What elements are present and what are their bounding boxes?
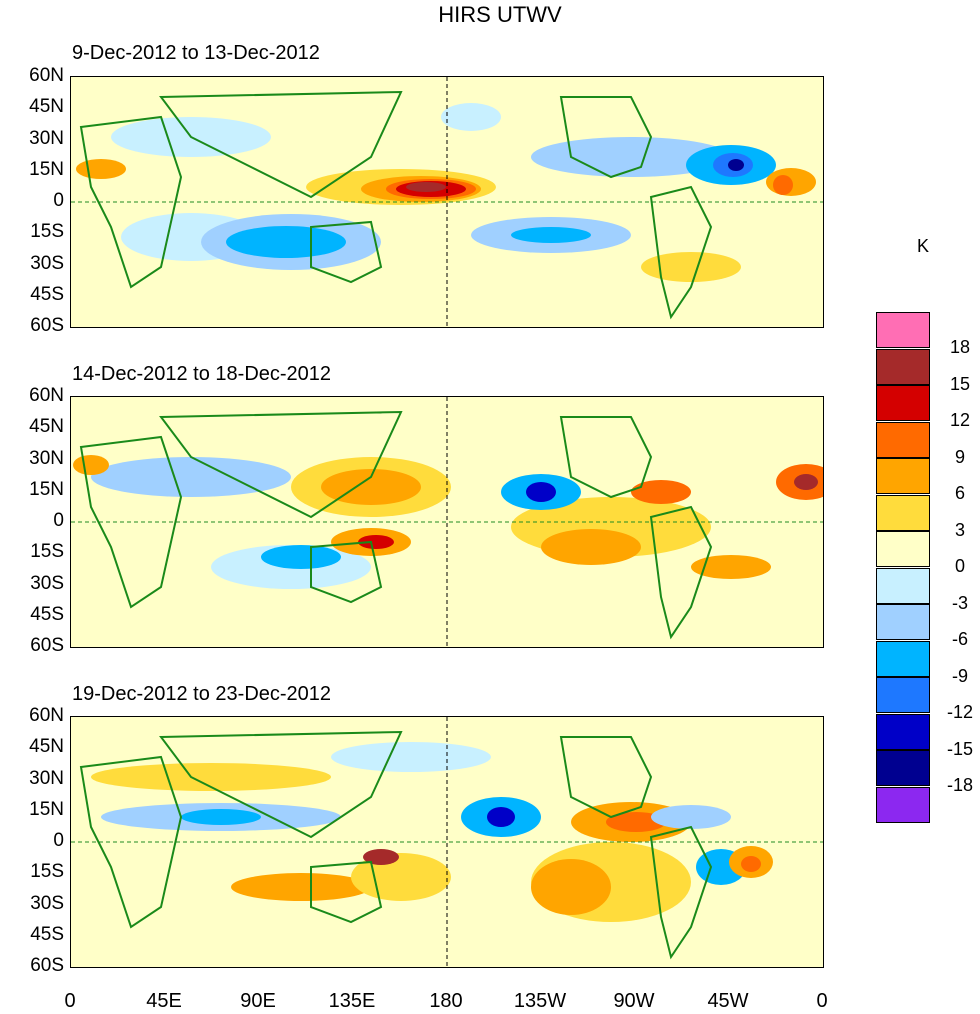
lon-tick-label: 0	[64, 990, 76, 1012]
lat-tick-label: 30S	[30, 892, 64, 914]
colorbar-swatch	[876, 750, 930, 786]
lon-tick-label: 180	[429, 990, 463, 1012]
lat-tick-label: 45S	[30, 923, 64, 945]
lat-tick-label: 30N	[29, 447, 64, 469]
colorbar-label: -6	[951, 629, 968, 649]
lat-tick-label: 30N	[29, 127, 64, 149]
lat-tick-label: 60N	[29, 705, 64, 726]
lat-tick-label: 15N	[29, 478, 64, 500]
lat-tick-label: 45N	[29, 736, 64, 758]
map-panel-2	[70, 396, 824, 648]
panel-2-title: 14-Dec-2012 to 18-Dec-2012	[72, 363, 332, 385]
lat-tick-label: 15S	[30, 541, 64, 563]
colorbar-swatch	[876, 421, 930, 458]
anomaly-map-3	[71, 717, 823, 967]
panel-1-title: 9-Dec-2012 to 13-Dec-2012	[72, 42, 320, 64]
colorbar-label: -18	[946, 775, 973, 795]
colorbar-label: 6	[954, 483, 965, 503]
colorbar-label: -12	[946, 702, 973, 722]
lat-tick-label: 60S	[30, 955, 64, 976]
colorbar-label: 15	[949, 373, 971, 394]
map-panel-1	[70, 76, 824, 328]
colorbar-label: -15	[946, 738, 973, 759]
colorbar-swatch	[876, 604, 930, 640]
lat-tick-label: 60N	[29, 65, 64, 86]
panel-3-title: 19-Dec-2012 to 23-Dec-2012	[72, 683, 332, 705]
colorbar-swatch	[876, 494, 930, 531]
colorbar-label: -3	[951, 592, 968, 613]
lat-tick-label: 45S	[30, 603, 64, 625]
lon-tick-label: 45W	[707, 990, 749, 1012]
lat-tick-label: 0	[53, 190, 64, 211]
colorbar-swatch	[876, 713, 930, 750]
lon-tick-label: 135W	[513, 990, 567, 1012]
colorbar-label: 18	[949, 337, 971, 357]
colorbar-swatch	[876, 385, 930, 421]
lat-tick-label: 30N	[29, 767, 64, 789]
colorbar-swatch	[876, 348, 930, 385]
colorbar-label: 3	[954, 519, 965, 540]
colorbar-label: 9	[954, 446, 965, 467]
lat-tick-label: 0	[53, 510, 64, 531]
lat-tick-label: 15S	[30, 221, 64, 243]
lat-tick-label: 15S	[30, 861, 64, 883]
lat-tick-label: 15N	[29, 158, 64, 180]
colorbar-swatch	[876, 458, 930, 494]
map-panel-3	[70, 716, 824, 968]
anomaly-map-1	[71, 77, 823, 327]
colorbar-swatch	[876, 312, 930, 348]
lat-tick-label: 15N	[29, 798, 64, 820]
colorbar-label: -9	[951, 665, 968, 686]
colorbar-swatch	[876, 640, 930, 677]
lat-tick-label: 45S	[30, 283, 64, 305]
lat-tick-label: 0	[53, 830, 64, 851]
colorbar-unit: K	[917, 236, 930, 256]
colorbar-label: 12	[949, 410, 971, 430]
colorbar-swatch	[876, 531, 930, 567]
lat-tick-label: 45N	[29, 416, 64, 438]
lon-tick-label: 45E	[146, 990, 182, 1012]
colorbar-label: 0	[954, 556, 965, 576]
lat-tick-label: 45N	[29, 96, 64, 118]
lon-tick-label: 0	[816, 990, 828, 1012]
lat-tick-label: 30S	[30, 252, 64, 274]
colorbar-swatch	[876, 786, 930, 823]
figure-title: HIRS UTWV	[438, 2, 562, 27]
colorbar-swatch	[876, 677, 930, 713]
anomaly-map-2	[71, 397, 823, 647]
colorbar-swatch	[876, 567, 930, 604]
lon-tick-label: 135E	[328, 990, 376, 1012]
lon-tick-label: 90W	[613, 990, 655, 1012]
lat-tick-label: 60S	[30, 315, 64, 336]
lat-tick-label: 60S	[30, 635, 64, 656]
lon-tick-label: 90E	[240, 990, 276, 1012]
lat-tick-label: 30S	[30, 572, 64, 594]
lat-tick-label: 60N	[29, 385, 64, 406]
